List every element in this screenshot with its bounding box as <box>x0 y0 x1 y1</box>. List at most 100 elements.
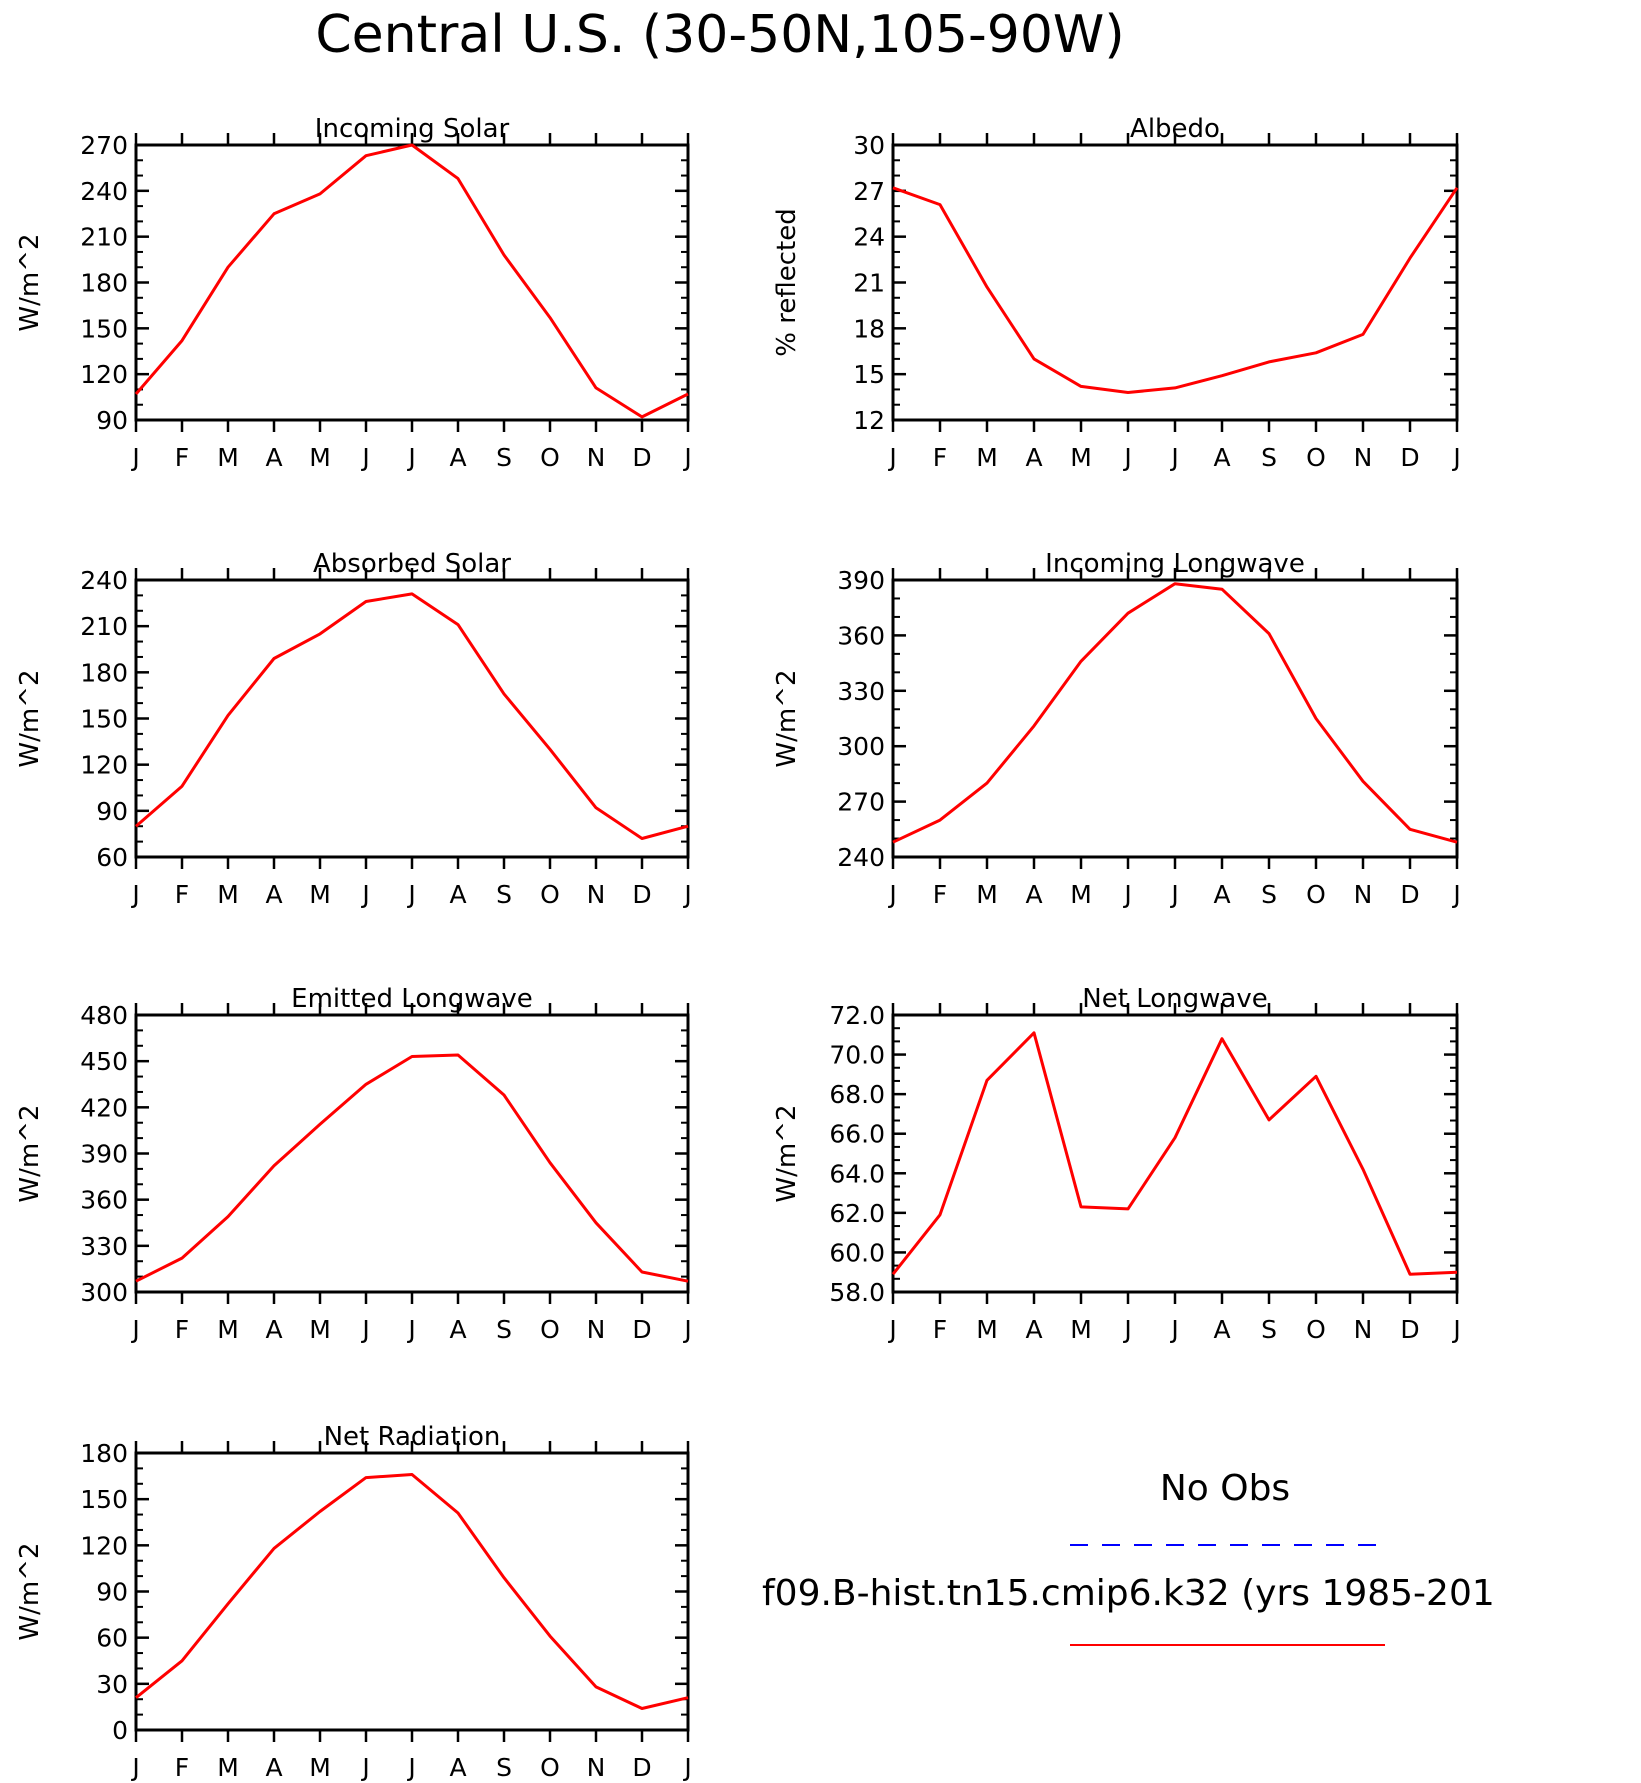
y-tick-label: 58.0 <box>829 1278 885 1307</box>
panel-title: Incoming Solar <box>315 114 510 144</box>
x-tick-label: M <box>309 1753 331 1782</box>
series-line-model <box>135 1053 689 1283</box>
x-tick-label: J <box>406 1315 415 1344</box>
x-tick-label: S <box>1261 1315 1277 1344</box>
x-tick-label: S <box>496 880 512 909</box>
x-tick-label: F <box>933 443 947 472</box>
y-tick-label: 210 <box>80 223 128 252</box>
x-tick-label: J <box>360 880 369 909</box>
y-tick-label: 0 <box>112 1716 128 1745</box>
x-tick-label: J <box>130 1315 139 1344</box>
x-tick-label: S <box>1261 443 1277 472</box>
y-tick-label: 68.0 <box>829 1080 885 1109</box>
x-tick-label: J <box>682 1753 691 1782</box>
x-tick-label: A <box>449 1315 466 1344</box>
x-tick-label: D <box>1400 443 1419 472</box>
x-tick-label: O <box>540 880 560 909</box>
y-tick-label: 18 <box>853 314 885 343</box>
y-tick-label: 90 <box>96 1578 128 1607</box>
y-tick-label: 150 <box>80 1485 128 1514</box>
chart-panel-5: J F M A M J J A S O N D J300330360390420450480Emitte… <box>15 984 692 1344</box>
x-tick-label: S <box>496 1315 512 1344</box>
x-tick-label: M <box>976 880 998 909</box>
x-tick-label: F <box>933 1315 947 1344</box>
x-tick-label: F <box>175 880 189 909</box>
y-axis-label: W/m^2 <box>15 233 45 331</box>
y-axis-label: W/m^2 <box>15 1542 45 1640</box>
x-tick-label: A <box>449 443 466 472</box>
x-tick-label: M <box>1070 443 1092 472</box>
y-tick-label: 66.0 <box>829 1120 885 1149</box>
y-axis-label: W/m^2 <box>772 669 802 767</box>
y-tick-label: 180 <box>80 269 128 298</box>
x-tick-label: O <box>1306 880 1326 909</box>
y-tick-label: 330 <box>80 1232 128 1261</box>
x-tick-label: O <box>540 443 560 472</box>
x-tick-label: A <box>265 1753 282 1782</box>
x-tick-label: N <box>1354 880 1373 909</box>
x-tick-label: J <box>1122 1315 1131 1344</box>
y-tick-label: 300 <box>80 1278 128 1307</box>
x-tick-label: N <box>587 880 606 909</box>
y-tick-label: 60 <box>96 1624 128 1653</box>
panel-title: Incoming Longwave <box>1045 549 1305 579</box>
plot-frame <box>891 143 1459 422</box>
y-tick-label: 360 <box>80 1186 128 1215</box>
y-tick-label: 150 <box>80 705 128 734</box>
chart-panel-6: J F M A M J J A S O N D J58.060.062.064.066.068.070.… <box>772 984 1461 1344</box>
plot-frame <box>134 1451 690 1732</box>
y-tick-label: 420 <box>80 1093 128 1122</box>
x-tick-label: F <box>175 1753 189 1782</box>
x-tick-label: A <box>1025 1315 1042 1344</box>
y-tick-label: 270 <box>837 788 885 817</box>
y-tick-label: 120 <box>80 360 128 389</box>
x-tick-label: N <box>587 1315 606 1344</box>
x-tick-label: J <box>1122 880 1131 909</box>
x-tick-label: J <box>406 1753 415 1782</box>
x-tick-label: M <box>309 1315 331 1344</box>
y-axis-label: W/m^2 <box>15 669 45 767</box>
y-tick-label: 72.0 <box>829 1001 885 1030</box>
panel-title: Net Longwave <box>1082 984 1267 1014</box>
y-tick-label: 64.0 <box>829 1159 885 1188</box>
x-tick-label: O <box>1306 1315 1326 1344</box>
x-tick-label: M <box>217 1315 239 1344</box>
x-tick-label: D <box>1400 880 1419 909</box>
y-tick-label: 330 <box>837 677 885 706</box>
x-tick-label: J <box>130 443 139 472</box>
y-tick-label: 62.0 <box>829 1199 885 1228</box>
x-tick-label: O <box>540 1753 560 1782</box>
x-tick-label: O <box>1306 443 1326 472</box>
x-tick-label: F <box>175 1315 189 1344</box>
y-tick-label: 360 <box>837 621 885 650</box>
y-tick-label: 90 <box>96 406 128 435</box>
x-tick-label: D <box>1400 1315 1419 1344</box>
panel-title: Albedo <box>1130 114 1220 144</box>
x-tick-label: J <box>130 1753 139 1782</box>
y-tick-label: 120 <box>80 751 128 780</box>
y-tick-label: 24 <box>853 223 885 252</box>
y-tick-label: 180 <box>80 658 128 687</box>
x-tick-label: S <box>496 443 512 472</box>
y-tick-label: 30 <box>96 1670 128 1699</box>
x-tick-label: M <box>976 443 998 472</box>
y-tick-label: 300 <box>837 732 885 761</box>
y-tick-label: 240 <box>80 177 128 206</box>
x-tick-label: J <box>682 1315 691 1344</box>
series-line-model <box>892 582 1458 844</box>
series-line-model <box>891 1031 1458 1276</box>
x-tick-label: M <box>217 443 239 472</box>
x-tick-label: J <box>360 1315 369 1344</box>
x-tick-label: J <box>1169 443 1178 472</box>
x-tick-label: D <box>632 880 651 909</box>
x-tick-label: J <box>682 443 691 472</box>
figure-title: Central U.S. (30-50N,105-90W) <box>315 5 1124 65</box>
x-tick-label: D <box>632 1753 651 1782</box>
x-tick-label: M <box>309 443 331 472</box>
x-tick-label: F <box>175 443 189 472</box>
x-tick-label: A <box>1213 443 1230 472</box>
x-tick-label: A <box>1213 880 1230 909</box>
